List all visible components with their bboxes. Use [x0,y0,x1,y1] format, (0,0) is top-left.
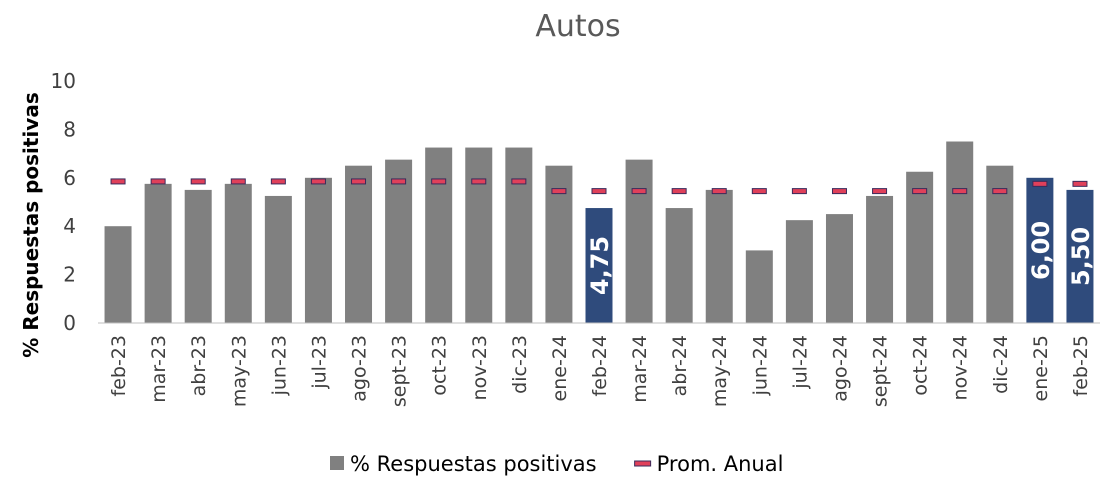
bar [705,189,733,323]
y-tick-label: 6 [63,166,76,190]
average-marker [831,188,847,195]
x-tick-label: sept-24 [870,335,892,407]
x-tick-label: oct-24 [910,335,932,396]
bar [745,250,773,323]
x-tick-label: feb-23 [108,335,130,396]
bar [825,214,853,323]
average-marker [1032,180,1048,187]
average-marker [511,178,527,185]
y-tick-label: 0 [63,311,76,335]
y-tick-label: 8 [63,117,76,141]
x-tick-label: nov-24 [950,335,972,400]
y-tick-label: 4 [63,214,76,238]
average-marker [310,178,326,185]
x-tick-label: ago-24 [829,335,851,402]
average-marker [391,178,407,185]
bar [1066,189,1094,323]
x-tick-label: dic-23 [509,335,531,394]
x-tick-label: mar-23 [148,335,170,403]
legend-swatch [634,460,652,467]
bar [184,189,212,323]
x-tick-label: feb-24 [589,335,611,396]
x-tick-label: jul-24 [789,335,811,390]
x-tick-label: jun-24 [749,335,771,396]
x-tick-label: nov-23 [469,335,491,400]
average-marker [671,188,687,195]
bar [505,147,533,323]
bar [345,165,373,323]
bar [866,195,894,323]
x-tick-label: mar-24 [629,335,651,403]
average-marker [351,178,367,185]
x-tick-label: jul-23 [308,335,330,390]
x-tick-label: abr-24 [669,335,691,396]
average-marker [1072,180,1088,187]
x-tick-label: abr-23 [188,335,210,396]
average-marker [270,178,286,185]
bar [385,159,413,323]
average-marker [631,188,647,195]
average-marker [431,178,447,185]
chart-title: Autos [535,9,620,44]
average-marker [751,188,767,195]
legend-label: % Respuestas positivas [350,452,597,476]
average-marker [992,188,1008,195]
bar [946,141,974,323]
bar [264,195,292,323]
bar [625,159,653,323]
x-tick-label: dic-24 [990,335,1012,394]
bar [144,183,172,323]
average-marker [711,188,727,195]
x-tick-label: oct-23 [429,335,451,396]
bar [906,171,934,323]
x-tick-label: ago-23 [349,335,371,402]
bar [465,147,493,323]
bar [785,220,813,323]
average-marker [551,188,567,195]
bar [1026,177,1054,323]
bar [585,208,613,323]
x-tick-label: feb-25 [1070,335,1092,396]
x-tick-label: may-23 [228,335,250,407]
average-marker [471,178,487,185]
average-marker [230,178,246,185]
average-marker [791,188,807,195]
legend-label: Prom. Anual [657,452,784,476]
value-label: 5,50 [1067,227,1095,286]
x-tick-label: may-24 [709,335,731,407]
average-marker [912,188,928,195]
average-marker [952,188,968,195]
bar [224,183,252,323]
x-tick-label: jun-23 [268,335,290,396]
x-tick-label: sept-23 [389,335,411,407]
average-marker [110,178,126,185]
average-marker [190,178,206,185]
y-axis-label: % Respuestas positivas [19,92,43,358]
average-marker [150,178,166,185]
bar [304,177,332,323]
x-tick-label: ene-24 [549,335,571,401]
bar [425,147,453,323]
bar [104,226,132,323]
y-tick-label: 10 [51,69,76,93]
value-label: 6,00 [1027,221,1055,280]
x-tick-label: ene-25 [1030,335,1052,401]
legend-swatch [330,456,344,470]
y-tick-label: 2 [63,263,76,287]
value-label: 4,75 [586,236,614,295]
bar [665,208,693,323]
average-marker [591,188,607,195]
average-marker [872,188,888,195]
